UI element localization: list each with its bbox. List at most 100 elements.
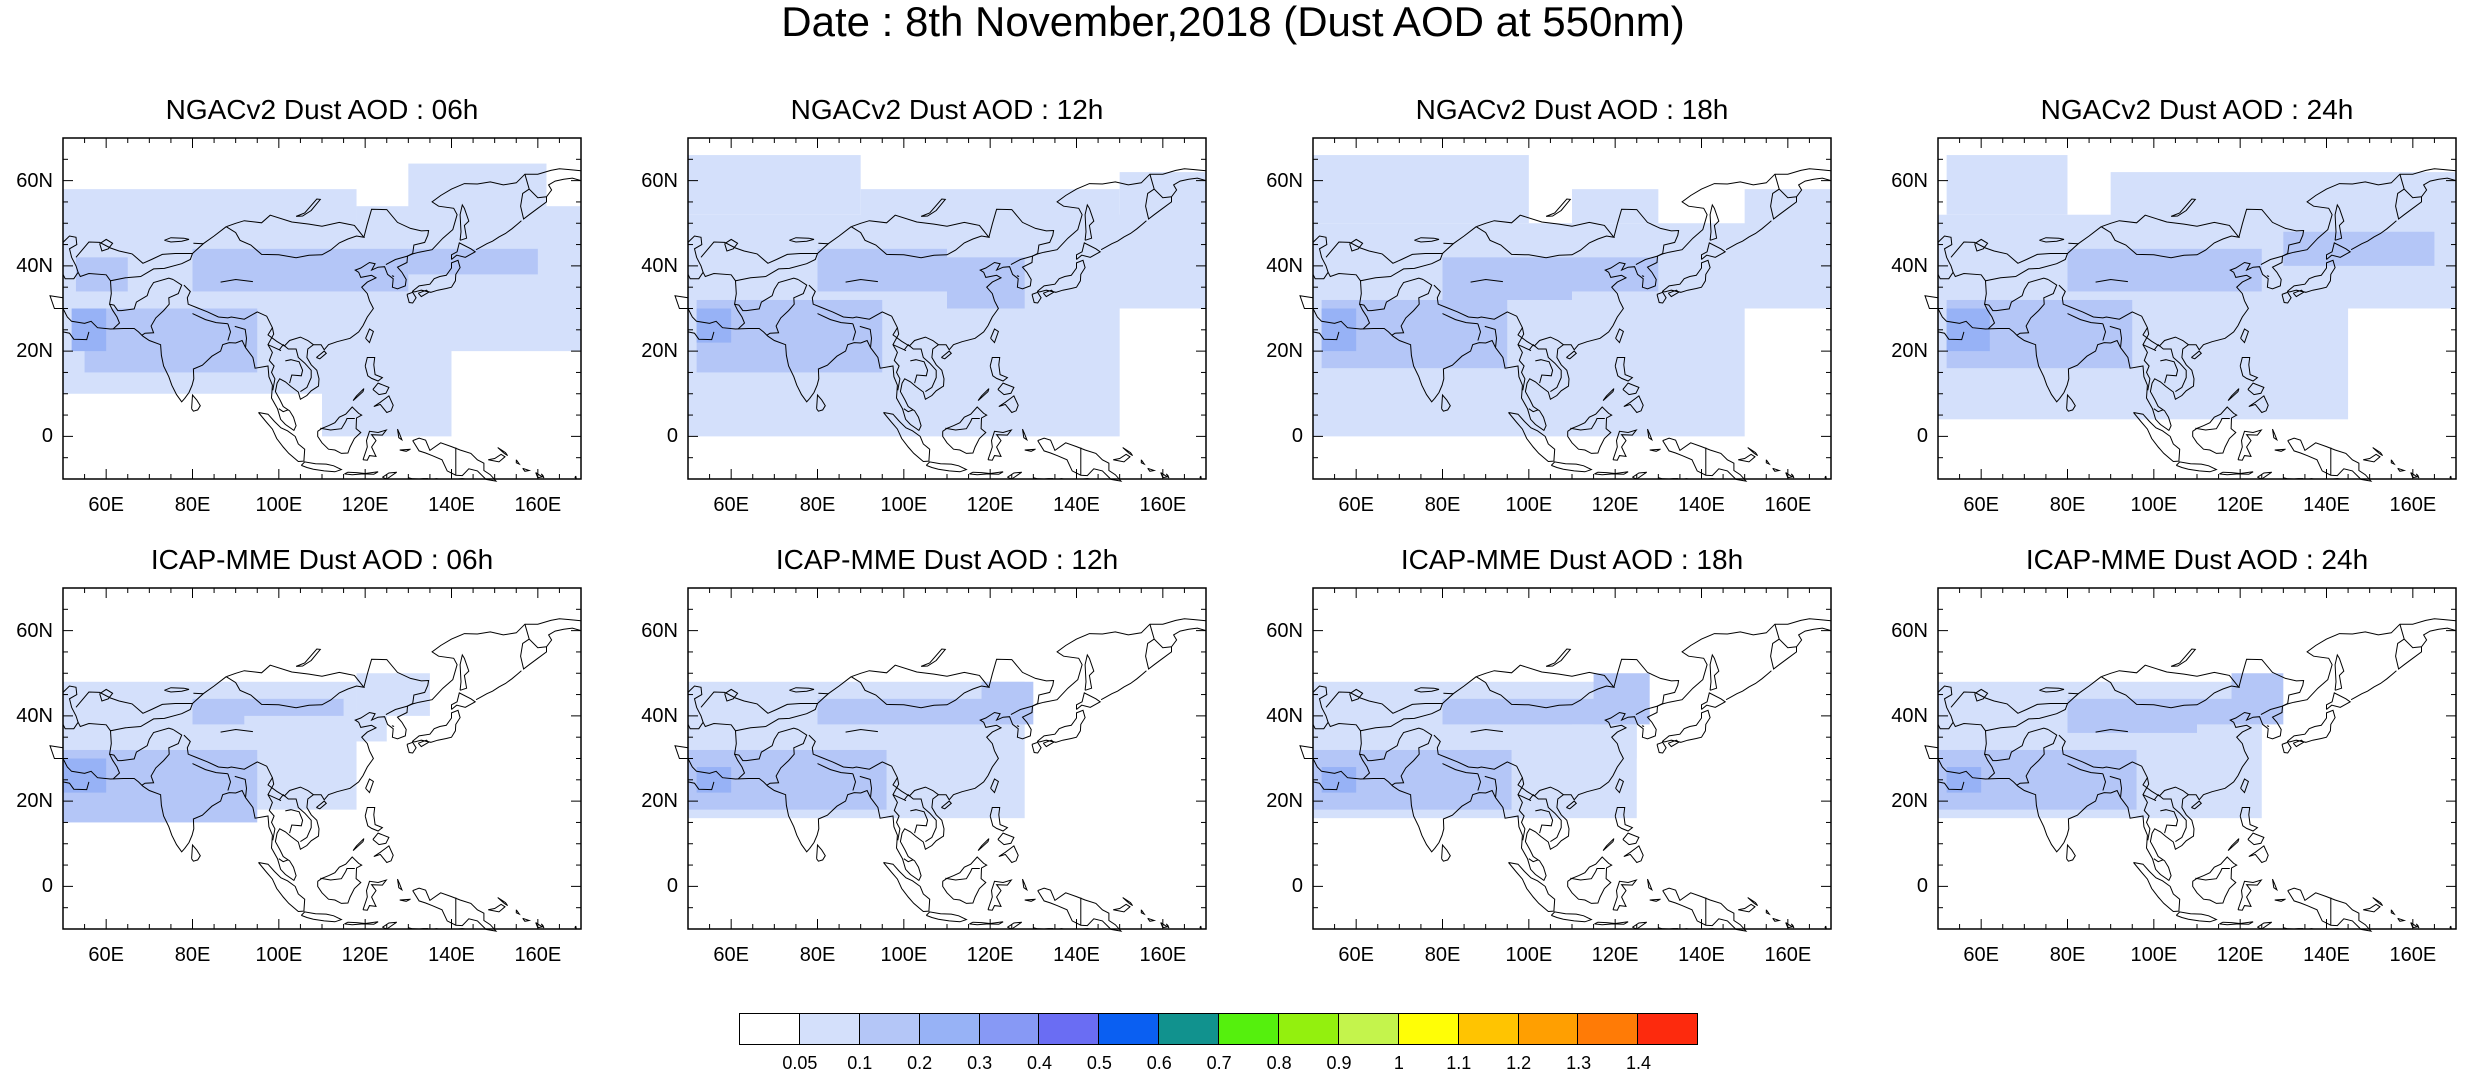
coastline: [926, 912, 966, 922]
dust-aod-cell: [2111, 172, 2456, 223]
dust-aod-cell: [818, 699, 999, 725]
panel-title: NGACv2 Dust AOD : 18h: [1313, 95, 1831, 125]
dust-aod-cell: [818, 249, 948, 292]
lon-tick-label: 100E: [874, 495, 934, 515]
coastline: [400, 449, 411, 451]
lat-tick-label: 0: [1253, 426, 1303, 446]
lat-tick-label: 40N: [1878, 706, 1928, 726]
colorbar-label: 1.3: [1554, 1053, 1604, 1073]
coastline: [525, 624, 581, 648]
coastline: [1077, 693, 1101, 710]
lon-tick-label: 60E: [76, 945, 136, 965]
coastline: [1748, 898, 1758, 906]
panel-title: NGACv2 Dust AOD : 06h: [63, 95, 581, 125]
coastline: [2193, 857, 2237, 903]
coastline: [2373, 898, 2383, 906]
coastline: [413, 438, 496, 481]
coastline: [407, 742, 416, 753]
colorbar-label: 1.2: [1494, 1053, 1544, 1073]
panel-title: ICAP-MME Dust AOD : 06h: [63, 545, 581, 575]
coastline: [1148, 468, 1155, 471]
coastline: [1113, 454, 1130, 462]
colorbar-swatch: [1218, 1013, 1279, 1045]
lat-tick-label: 20N: [1878, 341, 1928, 361]
coastline: [398, 879, 402, 890]
lat-tick-label: 60N: [1253, 621, 1303, 641]
coastline: [1161, 923, 1168, 928]
lon-tick-label: 120E: [1585, 495, 1645, 515]
map-plot: [63, 138, 581, 479]
dust-aod-cell: [193, 249, 409, 292]
lon-tick-label: 60E: [1951, 495, 2011, 515]
coastline: [1594, 472, 1628, 475]
lon-tick-label: 80E: [1413, 495, 1473, 515]
coastline: [460, 655, 469, 690]
lon-tick-label: 80E: [163, 945, 223, 965]
colorbar-label: 1.4: [1614, 1053, 1664, 1073]
panel-title: NGACv2 Dust AOD : 24h: [1938, 95, 2456, 125]
coastline: [2176, 912, 2216, 922]
coastline: [2176, 462, 2216, 472]
coastline: [1710, 655, 1719, 690]
lon-tick-label: 60E: [701, 495, 761, 515]
lat-tick-label: 0: [3, 426, 53, 446]
coastline: [1570, 869, 1605, 881]
dust-aod-cell: [322, 309, 452, 437]
coastline: [418, 740, 428, 746]
aod-colorbar: [740, 1013, 1698, 1045]
lat-tick-label: 60N: [1253, 171, 1303, 191]
coastline: [2273, 879, 2277, 890]
coastline: [969, 922, 1003, 925]
coastline: [192, 395, 201, 411]
lat-tick-label: 40N: [628, 706, 678, 726]
dust-aod-cell: [244, 716, 386, 742]
colorbar-label: 1.1: [1434, 1053, 1484, 1073]
dust-aod-cell: [2197, 724, 2262, 750]
coastline: [1546, 649, 1570, 666]
lon-tick-label: 120E: [960, 945, 1020, 965]
coastline: [1773, 918, 1780, 921]
lon-tick-label: 80E: [788, 945, 848, 965]
coastline: [1662, 710, 1710, 742]
coastline: [1624, 846, 1643, 863]
colorbar-swatch: [1577, 1013, 1638, 1045]
colorbar-label: 1: [1374, 1053, 1424, 1073]
lat-tick-label: 0: [1878, 426, 1928, 446]
coastline: [921, 649, 945, 666]
coastline: [516, 910, 519, 914]
coastline: [2219, 922, 2253, 925]
coastline: [365, 808, 382, 832]
coastline: [1300, 746, 1313, 759]
coastline: [476, 671, 521, 700]
colorbar-swatch: [1518, 1013, 1579, 1045]
coastline: [988, 880, 1011, 910]
lon-tick-label: 160E: [1758, 945, 1818, 965]
lon-tick-label: 160E: [2383, 495, 2443, 515]
coastline: [536, 473, 543, 478]
colorbar-swatch: [1338, 1013, 1399, 1045]
coastline: [1738, 904, 1755, 912]
lon-tick-label: 120E: [2210, 945, 2270, 965]
coastline: [498, 448, 508, 456]
lon-tick-label: 140E: [422, 495, 482, 515]
dust-aod-cell: [688, 155, 861, 215]
dust-aod-cell: [1120, 172, 1206, 266]
coastline: [2195, 869, 2230, 881]
lat-tick-label: 0: [628, 426, 678, 446]
coastline: [2275, 449, 2286, 451]
coastline: [301, 912, 341, 922]
coastline: [2363, 454, 2380, 462]
colorbar-swatch: [1458, 1013, 1519, 1045]
dust-aod-cell: [2283, 232, 2434, 266]
colorbar-swatch: [1278, 1013, 1339, 1045]
colorbar-label: 0.3: [955, 1053, 1005, 1073]
dust-aod-cell: [1572, 724, 1637, 758]
panel-title: ICAP-MME Dust AOD : 12h: [688, 545, 1206, 575]
coastline: [1038, 438, 1121, 481]
colorbar-swatch: [859, 1013, 920, 1045]
coastline: [1113, 904, 1130, 912]
coastline: [2257, 472, 2271, 479]
coastline: [1603, 839, 1614, 851]
coastline: [1663, 888, 1746, 931]
